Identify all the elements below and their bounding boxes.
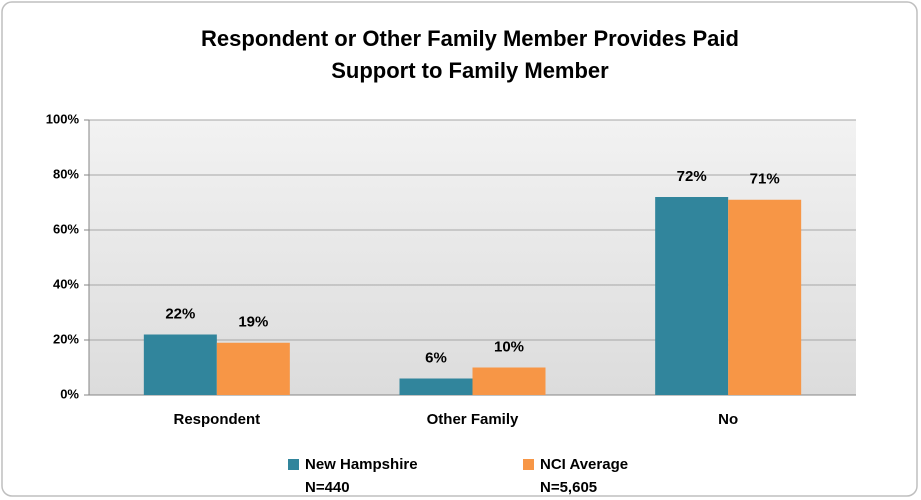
value-label: 71% [750,171,780,188]
chart-title: Support to Family Member [331,58,609,83]
bar [472,367,546,395]
bar [143,334,217,395]
y-tick-label: 40% [53,276,79,291]
bar [399,378,473,395]
y-tick-label: 0% [60,386,79,401]
value-label: 6% [425,349,447,366]
value-label: 22% [165,305,195,322]
bar [216,342,290,395]
y-tick-label: 20% [53,331,79,346]
bar [655,197,729,395]
legend-sample: N=440 [305,479,350,496]
legend-label: New Hampshire [305,456,418,473]
value-label: 72% [677,168,707,185]
legend-label: NCI Average [540,456,628,473]
legend-sample: N=5,605 [540,479,597,496]
bar [728,199,802,395]
y-tick-label: 100% [46,111,80,126]
x-tick-label: No [718,411,738,428]
x-tick-label: Other Family [427,411,519,428]
value-label: 19% [238,314,268,331]
chart-title: Respondent or Other Family Member Provid… [201,26,739,51]
y-tick-label: 80% [53,166,79,181]
y-tick-label: 60% [53,221,79,236]
x-tick-label: Respondent [173,411,260,428]
legend-swatch [288,459,299,470]
legend-swatch [523,459,534,470]
value-label: 10% [494,338,524,355]
